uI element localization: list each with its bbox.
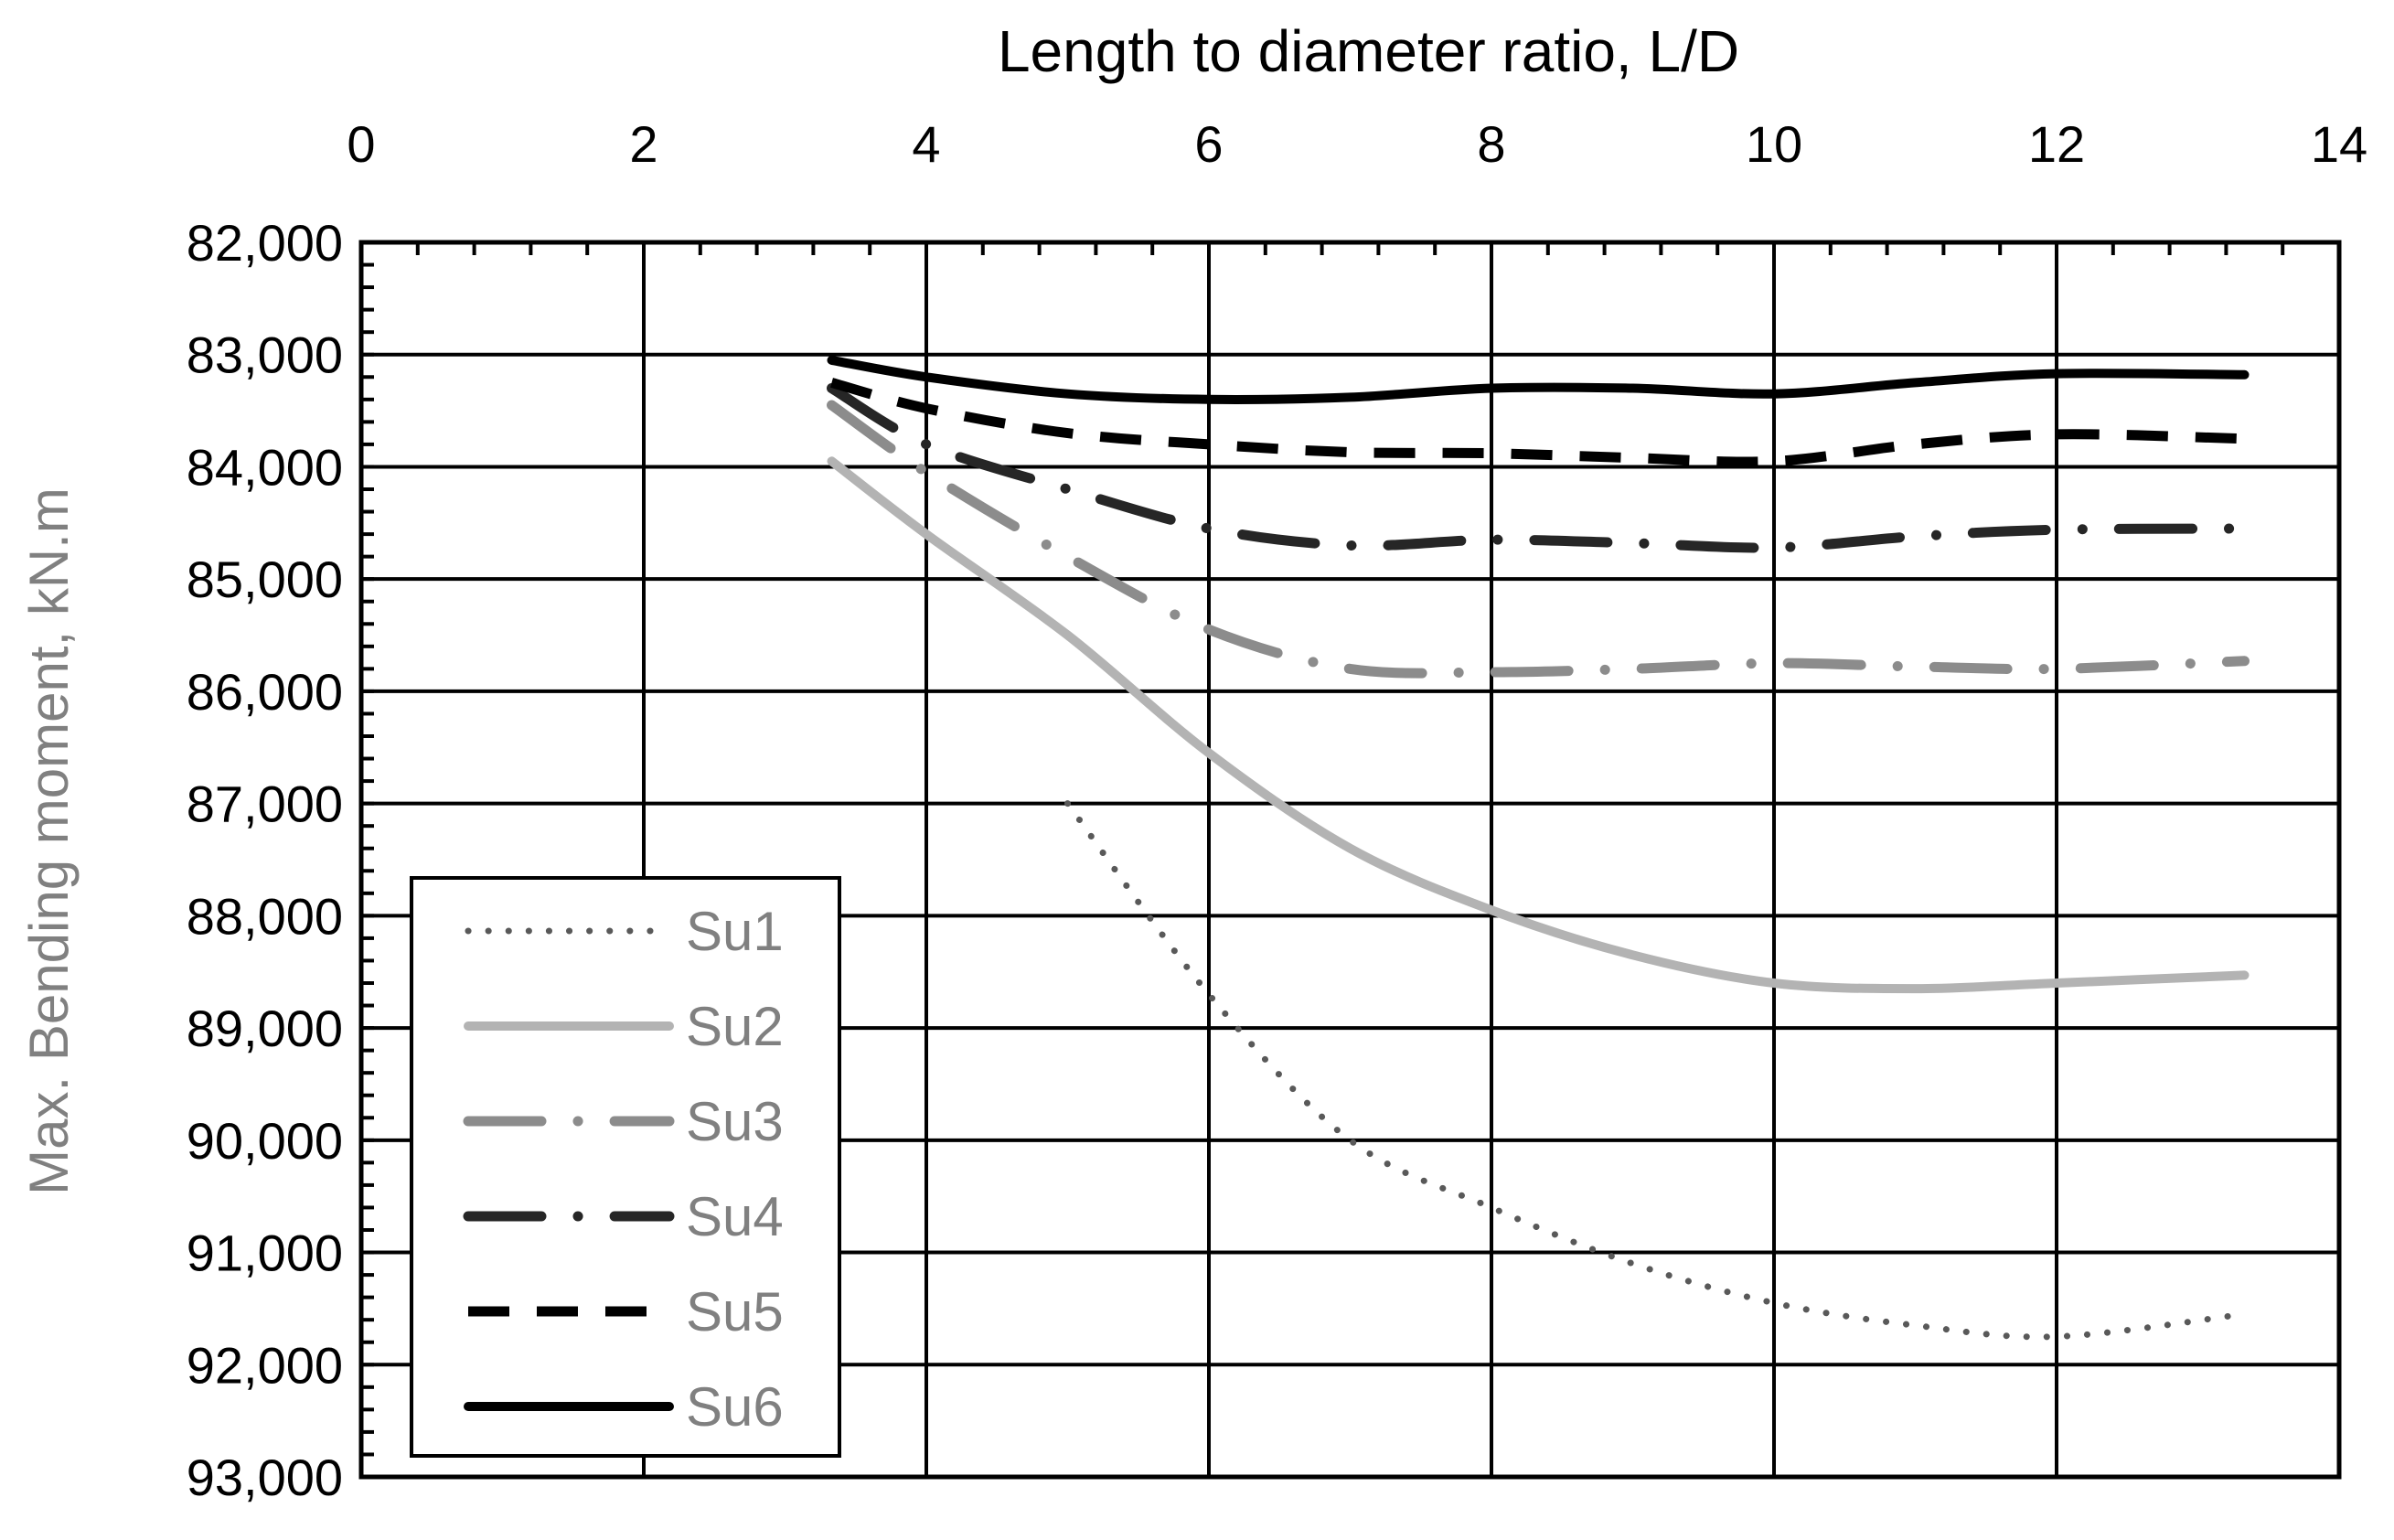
series-line-su3 — [827, 400, 2250, 679]
legend-label: Su3 — [686, 1091, 784, 1152]
legend-item-su6: Su6 — [464, 1376, 784, 1438]
x-tick-label: 10 — [1746, 115, 1802, 173]
x-tick-label: 8 — [1477, 115, 1505, 173]
y-tick-label: 91,000 — [187, 1225, 343, 1282]
y-axis-title: Max. Bending moment, kN.m — [18, 487, 80, 1195]
legend-label: Su1 — [686, 901, 784, 962]
legend-items: Su1 Su2 Su3 Su4 Su5 Su6 — [463, 901, 784, 1438]
series-line-su6 — [827, 355, 2250, 404]
legend-item-su5: Su5 — [468, 1281, 784, 1342]
legend: Su1 Su2 Su3 Su4 Su5 Su6 — [410, 876, 841, 1458]
legend-item-su2: Su2 — [464, 996, 784, 1057]
y-tick-label: 87,000 — [187, 775, 343, 833]
y-tick-labels: 82,000 83,000 84,000 85,000 86,000 87,000 88,0… — [187, 214, 343, 1506]
y-tick-label: 85,000 — [187, 551, 343, 608]
series-layer — [827, 355, 2250, 1341]
series-line-su2 — [827, 456, 2250, 994]
x-tick-label: 14 — [2311, 115, 2367, 173]
x-axis-title: Length to diameter ratio, L/D — [998, 18, 1739, 84]
legend-label: Su4 — [686, 1186, 784, 1247]
y-tick-label: 93,000 — [187, 1449, 343, 1506]
legend-box — [410, 876, 841, 1458]
series-line-su5 — [830, 378, 2245, 467]
series-line-su1 — [1064, 800, 2248, 1341]
legend-label: Su2 — [686, 996, 784, 1057]
y-tick-label: 86,000 — [187, 663, 343, 721]
y-tick-label: 84,000 — [187, 438, 343, 496]
y-tick-label: 92,000 — [187, 1336, 343, 1394]
x-tick-label: 6 — [1194, 115, 1223, 173]
legend-item-su4: Su4 — [463, 1186, 784, 1247]
legend-label: Su5 — [686, 1281, 784, 1342]
plot-frame — [358, 240, 2342, 1480]
y-tick-label: 83,000 — [187, 326, 343, 384]
legend-item-su3: Su3 — [463, 1091, 784, 1152]
x-tick-label: 12 — [2028, 115, 2085, 173]
x-tick-labels: 0 2 4 6 8 10 12 14 — [347, 115, 2367, 173]
y-tick-label: 89,000 — [187, 1000, 343, 1057]
x-tick-label: 0 — [347, 115, 375, 173]
x-tick-label: 2 — [629, 115, 657, 173]
y-tick-label: 88,000 — [187, 887, 343, 945]
series-line-su4 — [827, 383, 2250, 553]
x-tick-label: 4 — [912, 115, 940, 173]
y-tick-label: 90,000 — [187, 1112, 343, 1170]
legend-item-su1: Su1 — [465, 901, 784, 962]
y-tick-label: 82,000 — [187, 214, 343, 272]
legend-label: Su6 — [686, 1376, 784, 1438]
